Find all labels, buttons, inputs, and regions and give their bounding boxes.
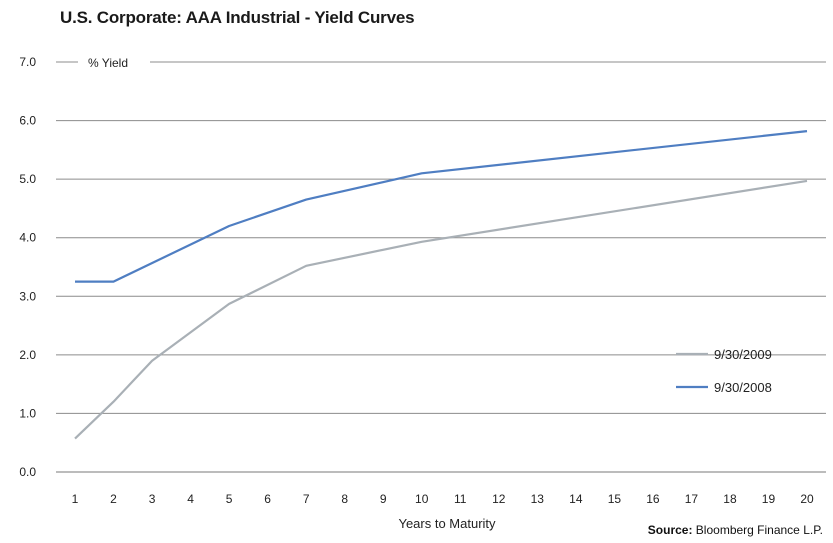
- y-tick-label: 6.0: [19, 114, 36, 128]
- y-tick-label: 0.0: [19, 465, 36, 479]
- legend: 9/30/2009 9/30/2008: [676, 347, 772, 395]
- chart-title: U.S. Corporate: AAA Industrial - Yield C…: [60, 8, 415, 27]
- source-note: Source: Bloomberg Finance L.P.: [648, 523, 823, 537]
- x-tick-label: 11: [454, 492, 467, 506]
- x-tick-label: 3: [149, 492, 156, 506]
- series-line-0: [74, 179, 808, 440]
- x-tick-label: 9: [380, 492, 387, 506]
- x-tick-label: 19: [762, 492, 776, 506]
- gridlines: [56, 61, 826, 473]
- source-label: Source:: [647, 523, 693, 537]
- x-axis-label: Years to Maturity: [398, 516, 496, 531]
- y-tick-label: 5.0: [19, 172, 36, 186]
- x-axis-ticks: 1 2 3 4 5 6 7 8 9 10 11 12 13 14 15 16 17 18 19 20: [72, 492, 814, 506]
- y-tick-label: 7.0: [19, 55, 36, 69]
- series-line-1: [75, 130, 808, 283]
- x-tick-label: 10: [415, 492, 429, 506]
- x-tick-label: 12: [492, 492, 506, 506]
- x-tick-label: 6: [264, 492, 271, 506]
- x-tick-label: 16: [646, 492, 660, 506]
- x-tick-label: 18: [723, 492, 737, 506]
- y-tick-label: 2.0: [19, 348, 36, 362]
- legend-label-1: 9/30/2008: [714, 380, 772, 395]
- x-tick-label: 13: [531, 492, 545, 506]
- y-axis-ticks: 0.0 1.0 2.0 3.0 4.0 5.0 6.0 7.0: [19, 55, 36, 479]
- x-tick-label: 5: [226, 492, 233, 506]
- y-tick-label: 1.0: [19, 406, 36, 420]
- x-tick-label: 8: [341, 492, 348, 506]
- y-tick-label: 4.0: [19, 231, 36, 245]
- source-text: Bloomberg Finance L.P.: [692, 523, 823, 537]
- series-lines: [74, 130, 808, 440]
- x-tick-label: 1: [72, 492, 79, 506]
- x-tick-label: 4: [187, 492, 194, 506]
- y-axis-label-background: [78, 54, 150, 70]
- y-axis-label: % Yield: [88, 56, 128, 70]
- x-tick-label: 15: [608, 492, 622, 506]
- x-tick-label: 14: [569, 492, 583, 506]
- x-tick-label: 7: [303, 492, 310, 506]
- y-tick-label: 3.0: [19, 289, 36, 303]
- x-tick-label: 17: [685, 492, 699, 506]
- x-tick-label: 2: [110, 492, 117, 506]
- legend-label-0: 9/30/2009: [714, 347, 772, 362]
- x-tick-label: 20: [800, 492, 814, 506]
